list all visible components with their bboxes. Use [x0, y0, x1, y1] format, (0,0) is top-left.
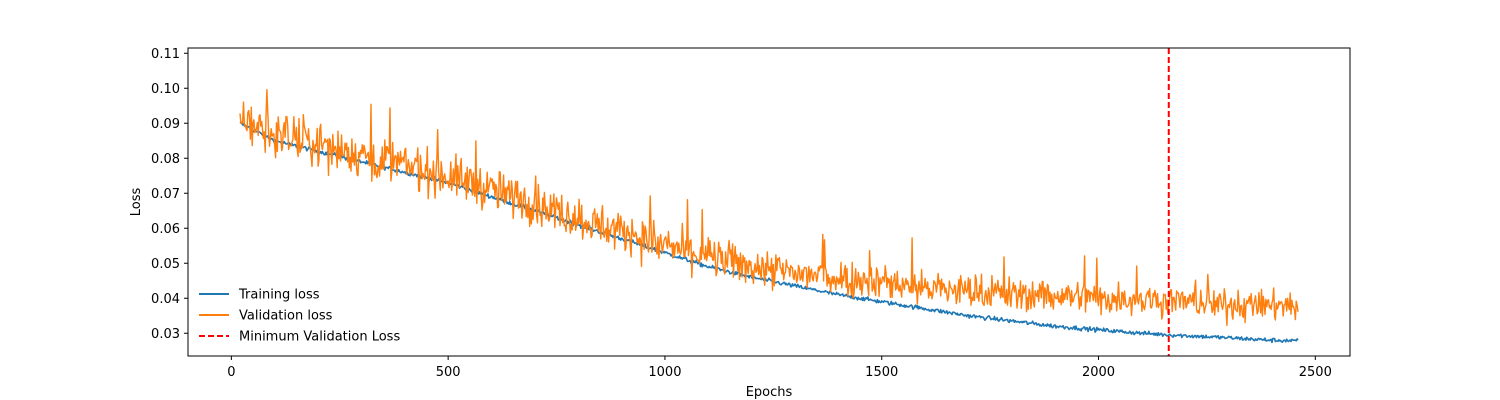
series-line-validation-loss: [239, 89, 1299, 327]
x-tick-label: 2000: [1082, 365, 1115, 380]
y-tick-label: 0.05: [151, 257, 180, 272]
x-tick-label: 0: [227, 365, 235, 380]
x-tick-label: 1000: [648, 365, 681, 380]
y-axis-ticks: 0.03 0.04 0.05 0.06 0.07 0.08 0.09 0.10 0.11: [151, 47, 188, 342]
y-tick-label: 0.03: [151, 327, 180, 342]
series-layer: [239, 89, 1299, 344]
x-tick-label: 2500: [1299, 365, 1332, 380]
x-tick-label: 1500: [865, 365, 898, 380]
legend-label-training-loss: Training loss: [238, 288, 320, 303]
x-tick-label: 500: [436, 365, 461, 380]
legend-label-validation-loss: Validation loss: [239, 309, 333, 324]
legend-label-minimum-validation-loss: Minimum Validation Loss: [239, 330, 400, 345]
y-tick-label: 0.04: [151, 292, 180, 307]
plot-area: [187, 47, 1351, 357]
series-line-training-loss: [239, 121, 1299, 344]
y-tick-label: 0.10: [151, 82, 180, 97]
y-tick-label: 0.06: [151, 222, 180, 237]
y-tick-label: 0.09: [151, 117, 180, 132]
x-axis-label: Epochs: [746, 385, 793, 400]
legend: Training loss Validation loss Minimum Vali…: [199, 288, 400, 345]
y-tick-label: 0.11: [151, 47, 180, 62]
plot-frame: [187, 47, 1351, 357]
y-tick-label: 0.08: [151, 152, 180, 167]
y-tick-label: 0.07: [151, 187, 180, 202]
x-axis-ticks: 0 500 1000 1500 2000 2500: [227, 356, 1332, 380]
y-axis-label: Loss: [129, 188, 144, 217]
